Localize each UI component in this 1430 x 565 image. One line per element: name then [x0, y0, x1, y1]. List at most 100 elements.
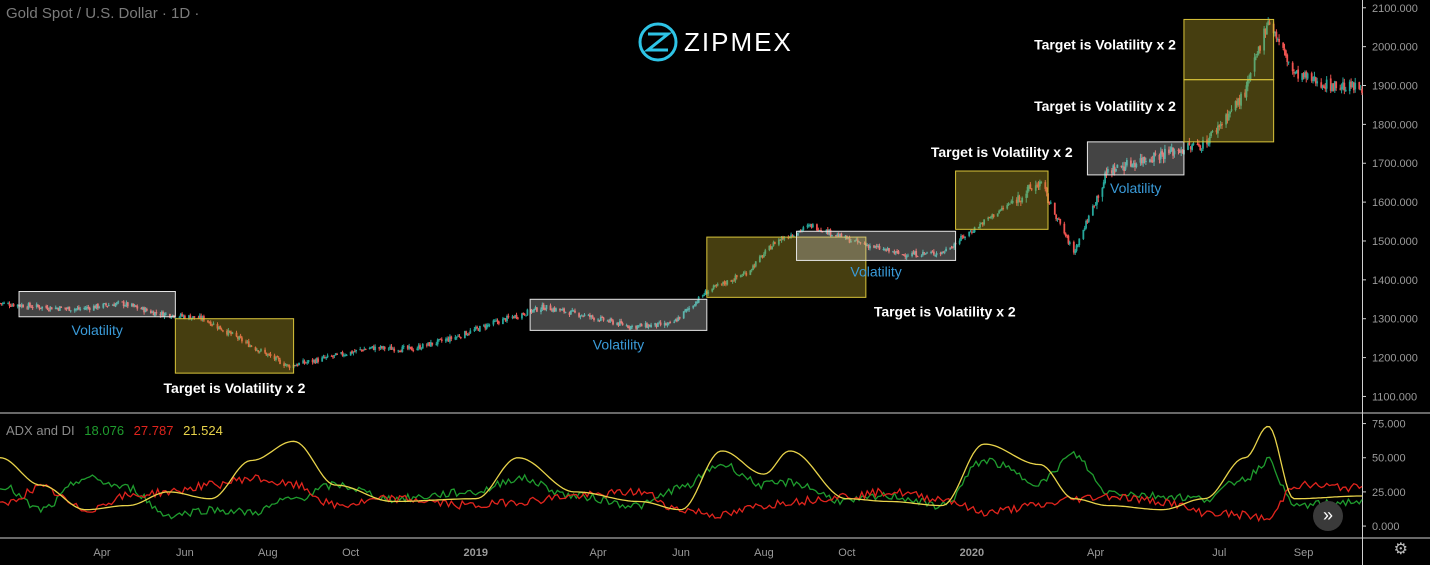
- candle: [695, 301, 697, 307]
- candle-body: [1097, 195, 1100, 198]
- candle-body: [468, 333, 470, 335]
- indicator-legend[interactable]: ADX and DI 18.076 27.787 21.524: [6, 423, 229, 438]
- candle: [313, 359, 315, 364]
- candle-body: [322, 356, 325, 358]
- candle-body: [79, 308, 82, 310]
- candle-body: [1030, 188, 1033, 190]
- candle-body: [1236, 101, 1238, 106]
- candle: [686, 307, 689, 312]
- candle: [608, 319, 610, 323]
- candle-body: [964, 236, 966, 238]
- scroll-to-realtime-button[interactable]: »: [1313, 501, 1343, 531]
- candle-body: [1275, 31, 1278, 39]
- candle-body: [45, 306, 48, 308]
- candle-body: [1196, 143, 1199, 145]
- candle-body: [325, 357, 328, 359]
- candle-body: [1310, 73, 1313, 81]
- candle: [1085, 219, 1087, 230]
- candle: [1113, 162, 1116, 176]
- candle-body: [276, 356, 279, 358]
- candle-body: [559, 308, 561, 311]
- candle-body: [75, 308, 78, 310]
- candle-body: [447, 338, 450, 342]
- candle: [536, 307, 538, 313]
- candle: [1199, 144, 1202, 151]
- candle-body: [220, 329, 223, 331]
- candle-body: [848, 237, 851, 243]
- volatility-label: Volatility: [1110, 180, 1161, 196]
- candle-body: [896, 251, 899, 253]
- candle-body: [579, 315, 582, 318]
- candle-body: [246, 341, 249, 343]
- candle: [113, 302, 116, 307]
- candle: [35, 302, 38, 309]
- candle: [741, 274, 744, 277]
- candle: [169, 313, 171, 319]
- candle-body: [810, 223, 813, 228]
- candle-body: [669, 322, 672, 324]
- candle: [56, 307, 58, 310]
- candle-body: [621, 323, 624, 326]
- candle: [763, 252, 765, 258]
- candle-body: [487, 324, 489, 326]
- candle-body: [666, 323, 669, 326]
- candle-body: [1075, 245, 1078, 251]
- candle: [658, 320, 661, 324]
- candle-body: [874, 245, 877, 248]
- candle-body: [866, 245, 869, 247]
- candle-body: [362, 349, 364, 352]
- candle: [942, 251, 945, 254]
- candle: [511, 314, 514, 320]
- candle-body: [135, 305, 137, 307]
- candle-body: [1072, 241, 1075, 253]
- candle: [363, 346, 366, 351]
- candle-body: [1316, 81, 1319, 84]
- candle: [1255, 54, 1257, 61]
- candle-body: [73, 309, 76, 311]
- candle: [1265, 22, 1268, 35]
- candle-body: [1219, 124, 1222, 127]
- candle: [903, 253, 905, 257]
- candle-body: [473, 329, 476, 331]
- candle: [1358, 81, 1361, 91]
- candle-body: [754, 261, 757, 267]
- price-tick-label: 1900.000: [1372, 81, 1418, 93]
- candle: [549, 303, 552, 311]
- candle-body: [117, 301, 120, 303]
- candle: [839, 233, 841, 238]
- volatility-box: [796, 230, 957, 261]
- candle-body: [469, 330, 472, 334]
- time-tick-label: Jul: [1212, 547, 1226, 559]
- candle-body: [656, 322, 659, 327]
- candle: [69, 310, 72, 313]
- candle-body: [1093, 205, 1096, 207]
- candle-body: [678, 316, 681, 319]
- candle: [83, 306, 86, 311]
- candle-body: [886, 248, 889, 251]
- candle: [901, 254, 904, 256]
- candle-body: [113, 304, 116, 307]
- candle-body: [601, 316, 604, 318]
- candle-body: [569, 310, 572, 315]
- candle-body: [77, 307, 80, 310]
- gear-icon[interactable]: ⚙: [1393, 541, 1408, 558]
- candle: [791, 234, 794, 237]
- candle: [722, 281, 725, 287]
- candle-body: [1304, 72, 1306, 78]
- candle-body: [1142, 157, 1145, 164]
- candle: [1153, 152, 1155, 166]
- candle: [544, 307, 546, 311]
- candle: [239, 333, 242, 339]
- candle: [926, 251, 928, 254]
- candle: [349, 351, 352, 356]
- candle-body: [536, 307, 538, 312]
- candle-body: [48, 309, 50, 311]
- candle-body: [620, 320, 623, 324]
- candle: [273, 353, 276, 361]
- candle-body: [752, 265, 754, 270]
- candle-body: [665, 323, 667, 326]
- candle-body: [1306, 73, 1309, 79]
- candle: [288, 364, 291, 371]
- candle-body: [733, 280, 735, 282]
